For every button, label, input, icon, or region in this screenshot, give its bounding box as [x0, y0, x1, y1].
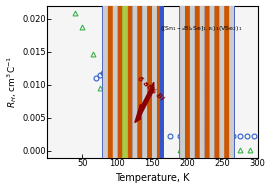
- Circle shape: [180, 0, 185, 189]
- Circle shape: [152, 0, 157, 189]
- Circle shape: [159, 0, 163, 189]
- Circle shape: [114, 0, 117, 189]
- Circle shape: [210, 0, 214, 189]
- Circle shape: [122, 0, 127, 189]
- Circle shape: [142, 0, 147, 189]
- Circle shape: [103, 0, 108, 189]
- Circle shape: [229, 0, 234, 189]
- Circle shape: [215, 0, 219, 189]
- Circle shape: [229, 0, 234, 189]
- Circle shape: [103, 0, 108, 189]
- Circle shape: [113, 0, 118, 189]
- Circle shape: [219, 0, 224, 189]
- X-axis label: Temperature, K: Temperature, K: [115, 174, 190, 184]
- Circle shape: [133, 0, 137, 189]
- Circle shape: [181, 0, 184, 189]
- Circle shape: [138, 0, 142, 189]
- Circle shape: [103, 0, 108, 189]
- Circle shape: [133, 0, 137, 189]
- Circle shape: [210, 0, 214, 189]
- Circle shape: [133, 0, 137, 189]
- FancyArrow shape: [135, 82, 154, 122]
- Circle shape: [180, 0, 185, 189]
- Circle shape: [148, 0, 151, 189]
- Circle shape: [152, 0, 157, 189]
- Circle shape: [122, 0, 127, 189]
- Circle shape: [118, 0, 122, 189]
- Circle shape: [155, 0, 159, 189]
- Circle shape: [143, 0, 147, 189]
- Circle shape: [200, 0, 204, 189]
- Circle shape: [123, 0, 127, 189]
- Circle shape: [113, 0, 117, 189]
- Circle shape: [153, 0, 156, 189]
- Circle shape: [123, 0, 127, 189]
- Circle shape: [152, 0, 157, 189]
- Circle shape: [220, 0, 224, 189]
- Circle shape: [220, 0, 224, 189]
- Circle shape: [200, 0, 204, 189]
- Circle shape: [133, 0, 137, 189]
- Circle shape: [209, 0, 214, 189]
- Circle shape: [113, 0, 118, 189]
- Circle shape: [230, 0, 233, 189]
- Text: ([Sn$_{1-x}$Bi$_x$Se]$_{1.15}$)$_1$(VSe$_2$)$_1$: ([Sn$_{1-x}$Bi$_x$Se]$_{1.15}$)$_1$(VSe$…: [160, 24, 242, 33]
- Circle shape: [128, 0, 132, 189]
- Circle shape: [190, 0, 195, 189]
- Circle shape: [123, 0, 127, 189]
- Circle shape: [190, 0, 195, 189]
- Circle shape: [210, 0, 214, 189]
- Circle shape: [142, 0, 147, 189]
- Circle shape: [104, 0, 107, 189]
- Circle shape: [220, 0, 224, 189]
- Circle shape: [225, 0, 229, 189]
- Circle shape: [205, 0, 209, 189]
- Circle shape: [200, 0, 204, 189]
- Circle shape: [229, 0, 234, 189]
- Circle shape: [152, 0, 157, 189]
- Circle shape: [190, 0, 195, 189]
- Circle shape: [159, 0, 163, 189]
- Circle shape: [133, 0, 137, 189]
- Circle shape: [180, 0, 185, 189]
- Circle shape: [229, 0, 234, 189]
- Circle shape: [209, 0, 214, 189]
- Circle shape: [108, 0, 112, 189]
- Circle shape: [219, 0, 224, 189]
- Circle shape: [158, 0, 163, 189]
- Circle shape: [190, 0, 195, 189]
- Circle shape: [158, 0, 163, 189]
- Circle shape: [200, 0, 205, 189]
- Y-axis label: $R_H$, cm$^3$C$^{-1}$: $R_H$, cm$^3$C$^{-1}$: [6, 55, 20, 108]
- Text: 6 at% Bi: 6 at% Bi: [136, 75, 164, 101]
- Circle shape: [195, 0, 199, 189]
- Circle shape: [143, 0, 146, 189]
- Circle shape: [185, 0, 189, 189]
- Circle shape: [200, 0, 205, 189]
- Circle shape: [143, 0, 147, 189]
- Circle shape: [113, 0, 117, 189]
- Circle shape: [191, 0, 194, 189]
